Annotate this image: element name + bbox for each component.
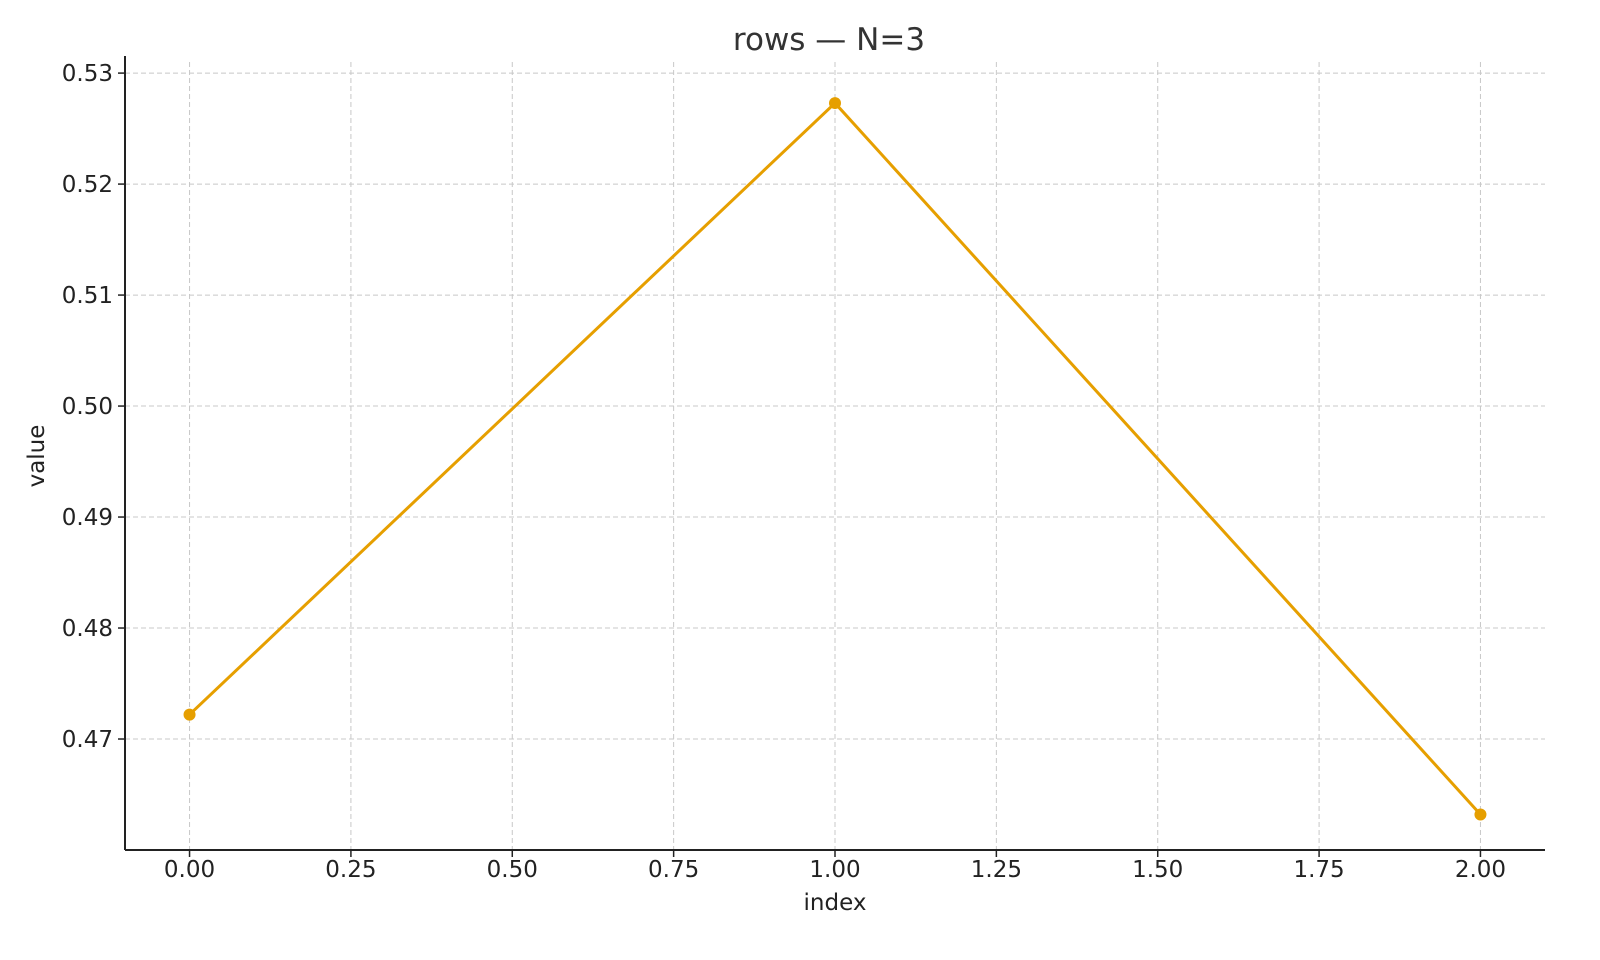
y-tick-label: 0.48 <box>62 616 113 642</box>
x-tick-label: 1.00 <box>809 857 860 883</box>
y-tick-label: 0.47 <box>62 727 113 753</box>
x-tick-label: 0.00 <box>164 857 215 883</box>
y-axis-label: value <box>24 425 50 488</box>
x-tick-label: 0.50 <box>487 857 538 883</box>
chart-title: rows — N=3 <box>733 22 925 58</box>
y-tick-label: 0.49 <box>62 505 113 531</box>
ticks-layer: 0.00 0.25 0.50 0.75 1.00 1.25 1.50 1.75 2.00 0.47… <box>62 61 1506 883</box>
x-tick-label: 1.50 <box>1132 857 1183 883</box>
x-tick-label: 0.75 <box>648 857 699 883</box>
y-tick-label: 0.50 <box>62 394 113 420</box>
series-layer <box>183 97 1487 821</box>
x-axis-label: index <box>804 890 867 916</box>
data-point <box>183 708 196 721</box>
x-tick-label: 1.25 <box>971 857 1022 883</box>
x-tick-label: 1.75 <box>1293 857 1344 883</box>
data-point <box>829 97 841 110</box>
y-tick-label: 0.52 <box>62 172 113 198</box>
x-tick-label: 2.00 <box>1455 857 1506 883</box>
y-tick-label: 0.53 <box>62 61 113 87</box>
y-tick-label: 0.51 <box>62 283 113 309</box>
data-point <box>1474 808 1487 821</box>
x-tick-label: 0.25 <box>325 857 376 883</box>
grid-layer <box>125 62 1545 850</box>
